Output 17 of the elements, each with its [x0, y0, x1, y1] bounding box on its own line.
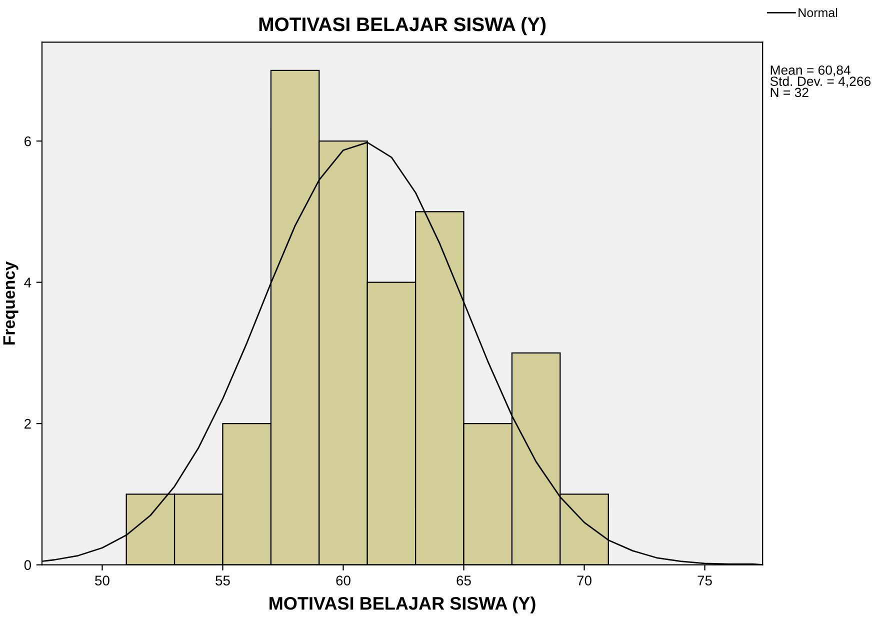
y-tick-label: 0 [24, 560, 32, 570]
chart-title: MOTIVASI BELAJAR SISWA (Y) [259, 16, 546, 36]
y-tick-label: 2 [24, 418, 31, 429]
text: N = 32 [770, 88, 808, 98]
x-axis-title: MOTIVASI BELAJAR SISWA (Y) [270, 596, 536, 614]
x-tick-label: 65 [456, 576, 471, 586]
x-tick-label: 50 [95, 576, 110, 586]
legend-label: Normal [798, 8, 838, 18]
y-axis-title: Frequency [3, 261, 18, 345]
x-tick-label: 70 [577, 576, 592, 586]
x-tick-label: 75 [698, 576, 712, 586]
y-tick-label: 4 [24, 278, 32, 288]
y-tick-label: 6 [24, 136, 31, 146]
text: Std. Dev. = 4,266 [770, 76, 871, 88]
x-tick-label: 60 [336, 576, 350, 586]
text: Mean = 60,84 [770, 65, 850, 76]
x-tick-label: 55 [216, 576, 230, 586]
